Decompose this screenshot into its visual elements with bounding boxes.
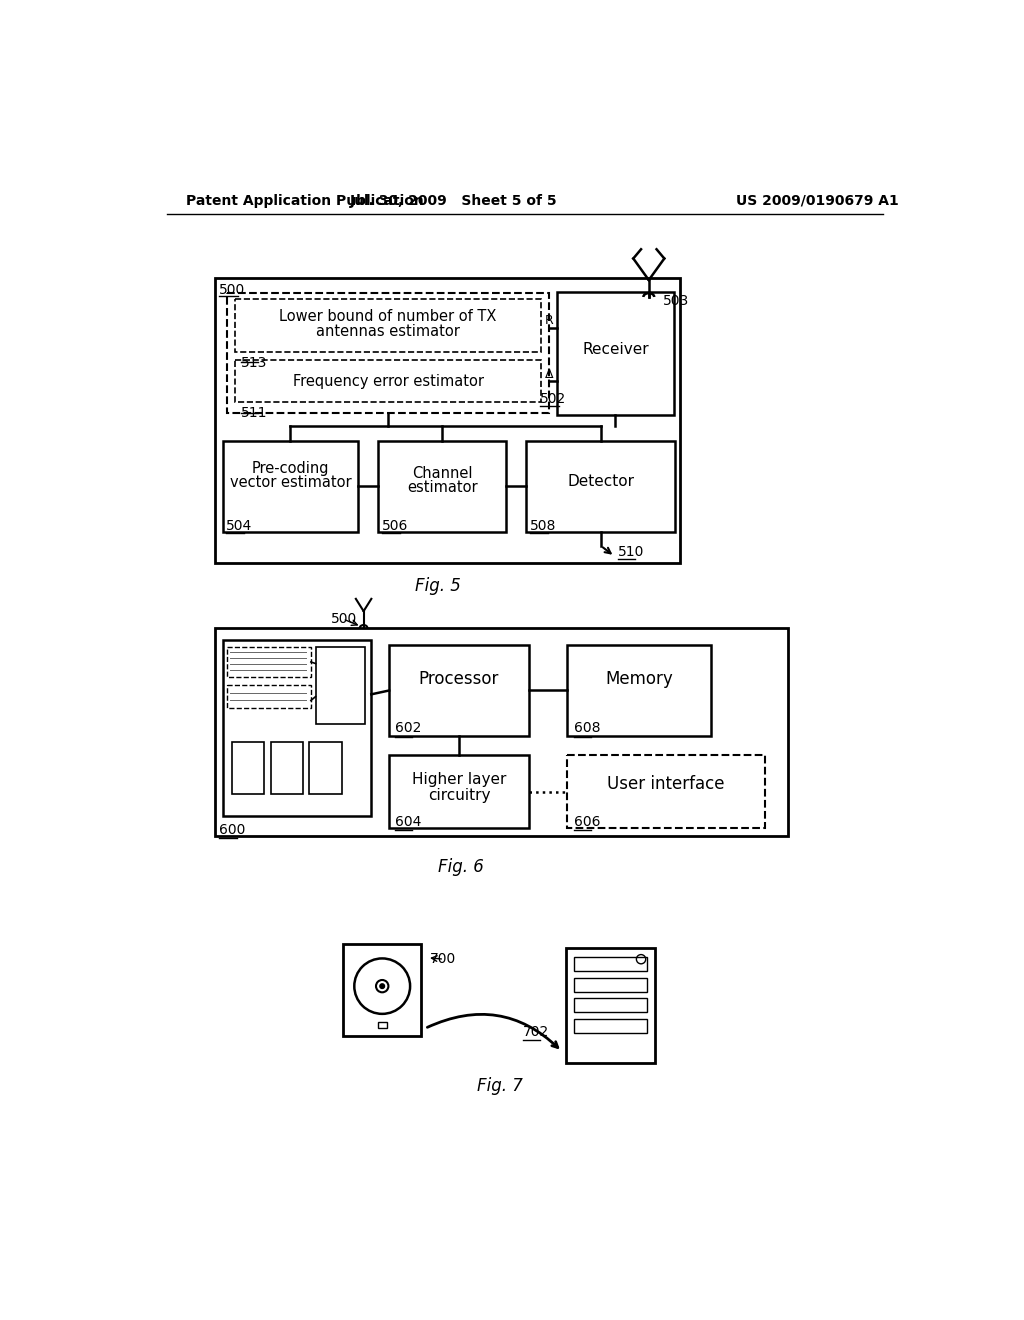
Text: US 2009/0190679 A1: US 2009/0190679 A1 <box>736 194 899 207</box>
Bar <box>557 292 675 414</box>
Text: 702: 702 <box>523 1026 550 1039</box>
Bar <box>309 742 342 795</box>
Bar <box>573 978 647 991</box>
Bar <box>567 645 711 737</box>
Bar <box>227 647 311 677</box>
Bar <box>378 441 506 532</box>
Text: Receiver: Receiver <box>583 342 649 356</box>
Bar <box>378 1022 387 1028</box>
Text: 510: 510 <box>617 545 644 558</box>
Text: antennas estimator: antennas estimator <box>316 325 460 339</box>
Bar <box>573 957 647 970</box>
Text: R: R <box>545 314 553 327</box>
Text: Detector: Detector <box>567 474 634 488</box>
Text: Frequency error estimator: Frequency error estimator <box>293 374 483 389</box>
Text: vector estimator: vector estimator <box>229 475 351 490</box>
Bar <box>389 755 528 829</box>
Bar <box>234 360 541 403</box>
Text: Memory: Memory <box>605 671 673 688</box>
Text: Fig. 5: Fig. 5 <box>415 577 461 595</box>
Text: Pre-coding: Pre-coding <box>252 461 329 477</box>
Text: Lower bound of number of TX: Lower bound of number of TX <box>280 309 497 323</box>
Text: 513: 513 <box>241 355 267 370</box>
Text: 500: 500 <box>331 612 357 626</box>
Text: 504: 504 <box>226 519 253 533</box>
Text: Channel: Channel <box>412 466 472 480</box>
Text: 602: 602 <box>395 721 422 735</box>
Text: Fig. 7: Fig. 7 <box>477 1077 523 1096</box>
Text: Δ: Δ <box>545 368 553 381</box>
Bar <box>222 441 358 532</box>
Text: User interface: User interface <box>607 775 725 793</box>
Bar <box>526 441 675 532</box>
Bar <box>573 998 647 1012</box>
Bar <box>234 300 541 351</box>
Bar <box>389 645 528 737</box>
Text: 506: 506 <box>382 519 409 533</box>
Circle shape <box>380 983 385 989</box>
Text: Jul. 30, 2009   Sheet 5 of 5: Jul. 30, 2009 Sheet 5 of 5 <box>349 194 557 207</box>
Circle shape <box>376 979 388 993</box>
Text: Fig. 6: Fig. 6 <box>438 858 484 875</box>
Bar <box>215 277 680 562</box>
Bar <box>215 628 788 836</box>
Text: 502: 502 <box>540 392 566 407</box>
Bar <box>343 944 421 1036</box>
Bar <box>566 948 655 1063</box>
Text: estimator: estimator <box>407 479 477 495</box>
Bar <box>227 685 311 708</box>
Text: 503: 503 <box>663 294 689 308</box>
Text: Patent Application Publication: Patent Application Publication <box>186 194 424 207</box>
Text: 604: 604 <box>395 816 422 829</box>
Text: 606: 606 <box>573 816 600 829</box>
Bar <box>270 742 303 795</box>
Text: 508: 508 <box>530 519 557 533</box>
Bar <box>567 755 765 829</box>
Bar <box>231 742 264 795</box>
Text: 700: 700 <box>430 952 457 966</box>
Text: Processor: Processor <box>419 671 499 688</box>
Text: Higher layer: Higher layer <box>412 772 506 787</box>
Text: 511: 511 <box>241 407 267 420</box>
Bar <box>573 1019 647 1034</box>
Text: circuitry: circuitry <box>428 788 490 803</box>
Bar <box>315 647 366 723</box>
Bar <box>227 293 549 413</box>
Text: 608: 608 <box>573 721 600 735</box>
Bar <box>222 640 372 816</box>
Text: 600: 600 <box>219 822 245 837</box>
Text: 500: 500 <box>219 282 245 297</box>
